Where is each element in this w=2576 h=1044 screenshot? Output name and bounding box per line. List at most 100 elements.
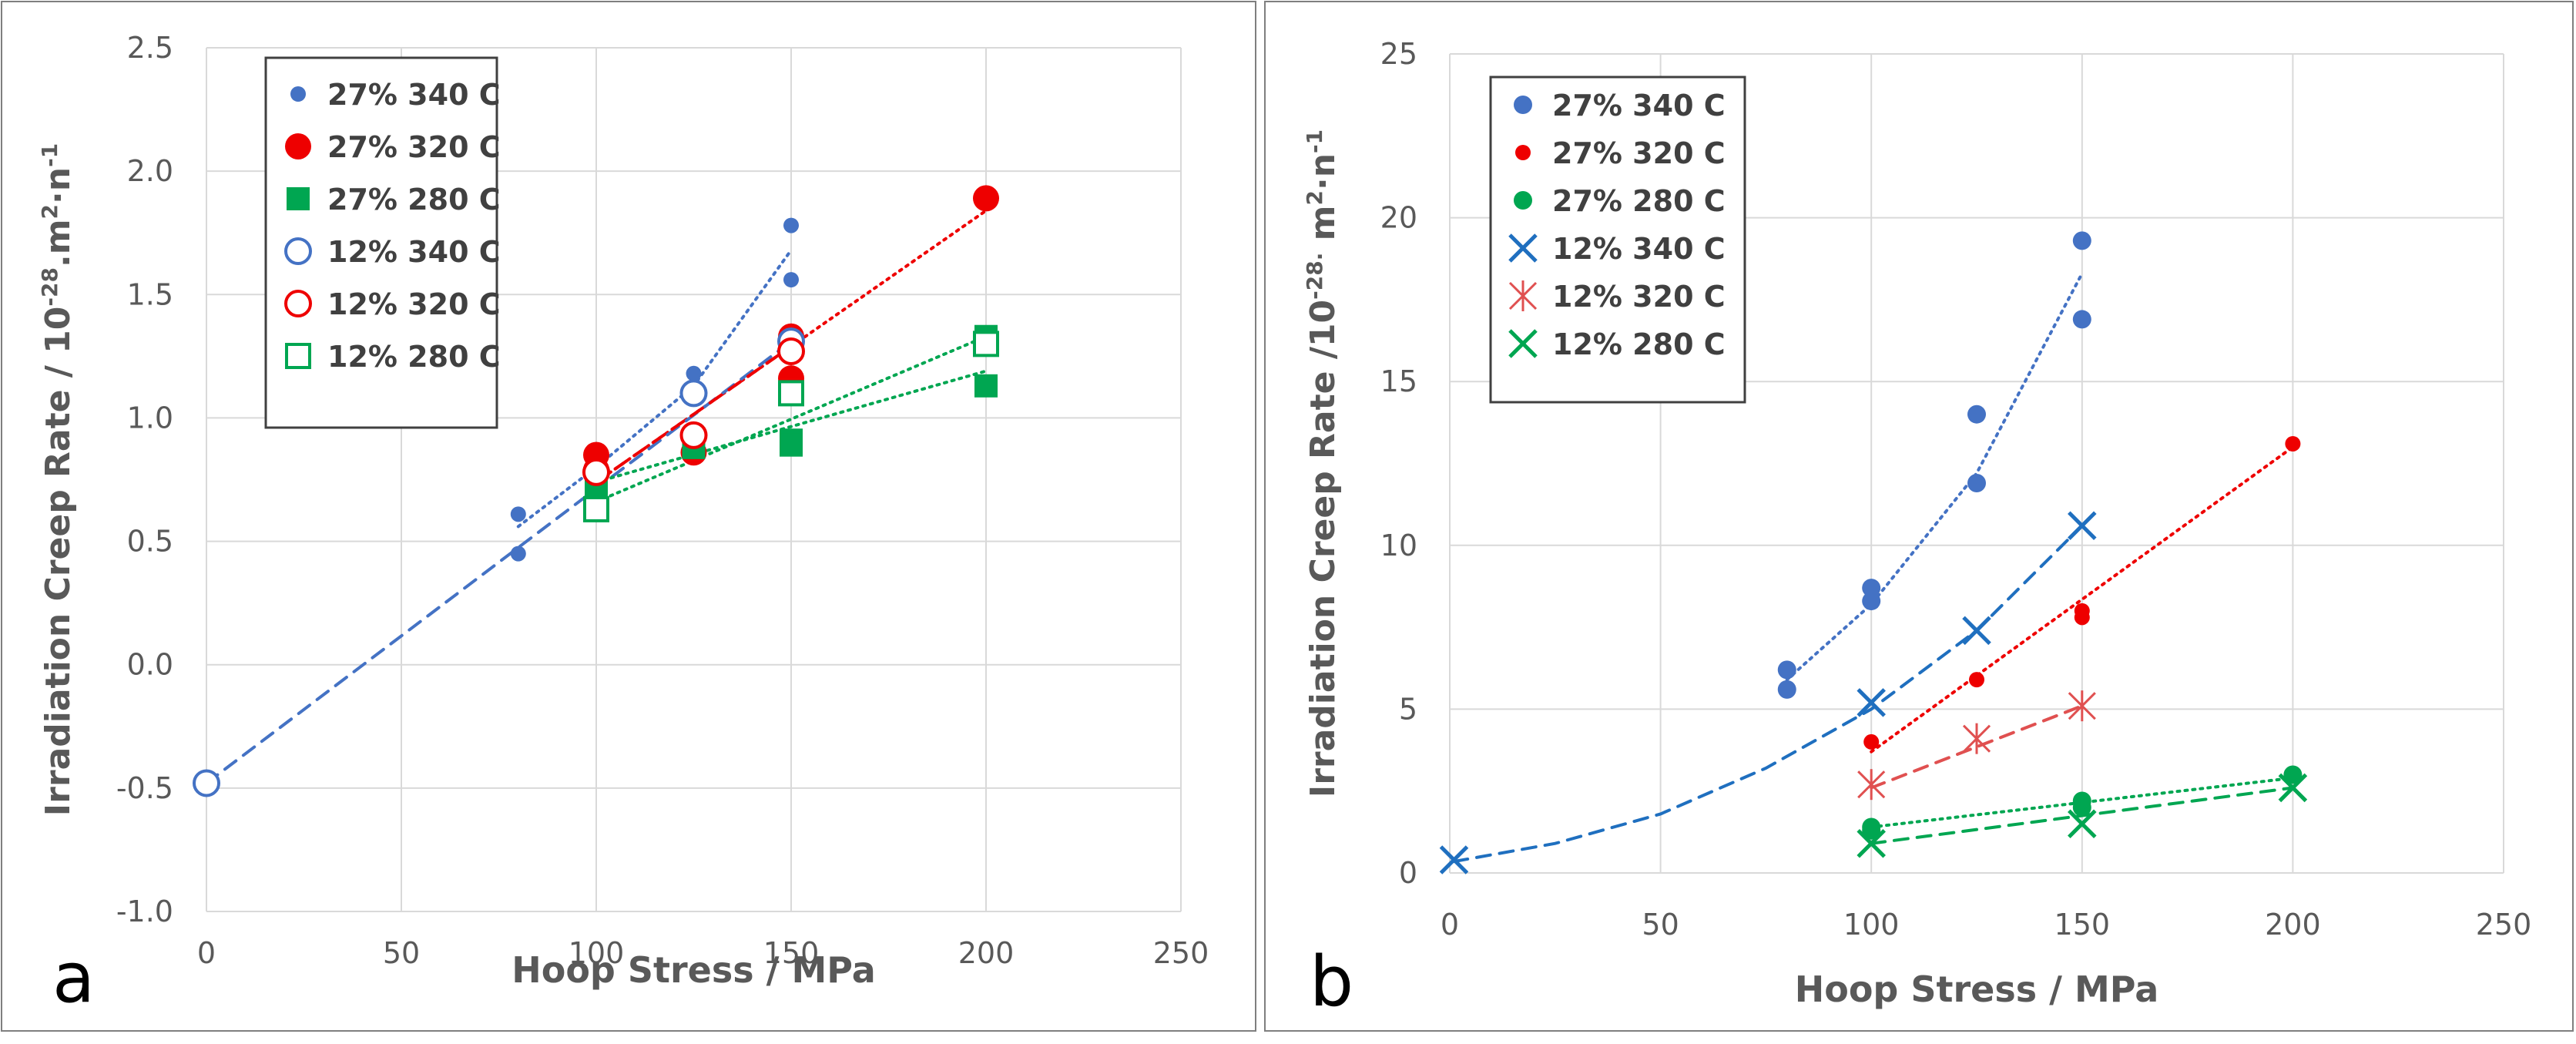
chart-b-data-points [1439, 231, 2308, 874]
chart-a-data-point [780, 433, 803, 457]
chart-a-fit-line [595, 369, 988, 484]
chart-b-data-point-stroke [1962, 616, 1991, 646]
chart-a-data-point [679, 379, 708, 408]
chart-b-data-point-stroke [1439, 845, 1469, 874]
chart-a-data-point [778, 380, 804, 407]
chart-a-fit-line [595, 334, 988, 504]
chart-b-data-point [2068, 511, 2097, 541]
chart-b-y-axis-label-part: ·n [1303, 153, 1343, 190]
chart-b-data-point [1439, 845, 1469, 874]
chart-a-tick-labels: 0 50 100 150 200 250 -1.0 -0.5 0.0 0.5 1.0 1.5 2.0 2.… [116, 31, 1209, 970]
chart-a-data-point [510, 545, 526, 562]
chart-b-legend-label: 12% 340 C [1552, 232, 1726, 266]
chart-a-ytick-label: 2.0 [127, 154, 173, 188]
chart-a-data-point [193, 769, 220, 797]
chart-a-legend-label: 12% 280 C [327, 340, 501, 374]
chart-b-svg: 0 50 100 150 200 250 0 5 10 15 20 25 Hoop Stress / M… [1264, 1, 2574, 1032]
chart-b-legend-marker [1508, 329, 1538, 358]
chart-b-data-point [2072, 310, 2091, 329]
chart-a-ytick-label: 0.0 [127, 648, 173, 682]
chart-a-y-axis-label-part: ·n [39, 167, 78, 204]
chart-a-data-point [777, 337, 805, 365]
chart-a-data-point [582, 458, 610, 486]
chart-b-data-point [2278, 773, 2308, 803]
chart-a-ytick-label: 0.5 [127, 525, 173, 559]
chart-b-legend-marker [1508, 233, 1538, 263]
chart-b-data-point [1857, 769, 1886, 801]
chart-a-y-axis-label-part: .m [39, 219, 78, 267]
chart-a-xtick-label: 150 [763, 936, 820, 970]
chart-b-frame [1264, 1, 2574, 1032]
chart-b-ytick-label: 0 [1399, 856, 1417, 890]
chart-b-data-point [1967, 474, 1986, 493]
chart-b-legend: 27% 340 C 27% 320 C 27% 280 C 12% 340 C 12% … [1489, 76, 1746, 404]
chart-a-fit-line [595, 344, 793, 484]
chart-b-ytick-label: 20 [1380, 201, 1417, 235]
chart-b-fit-line [1870, 704, 2084, 790]
chart-b-data-point [2072, 231, 2091, 250]
chart-a-xtick-label: 250 [1153, 936, 1209, 970]
chart-b-legend-label: 27% 280 C [1552, 184, 1726, 218]
chart-a-legend-marker [290, 86, 306, 102]
chart-panel-b: 0 50 100 150 200 250 0 5 10 15 20 25 Hoop Stress / M… [1263, 0, 2576, 1041]
chart-b-xtick-label: 250 [2476, 908, 2532, 942]
chart-a-legend: 27% 340 C 27% 320 C 27% 280 C 12% 340 C 12% … [264, 56, 501, 429]
chart-a-legend-marker [285, 343, 311, 369]
chart-b-data-point [2285, 435, 2301, 452]
chart-b-data-point-stroke [2278, 773, 2308, 803]
chart-b-legend-marker [1515, 145, 1531, 160]
chart-b-xtick-label: 150 [2054, 908, 2111, 942]
chart-a-svg: 0 50 100 150 200 250 -1.0 -0.5 0.0 0.5 1.0 1.5 2.0 2.… [1, 1, 1256, 1032]
chart-b-data-point [2068, 690, 2096, 722]
chart-b-data-point [1777, 680, 1796, 699]
chart-a-ytick-label: 1.0 [127, 401, 173, 435]
chart-b-legend-marker [1508, 280, 1538, 311]
chart-a-ytick-label: 2.5 [127, 31, 173, 65]
chart-a-ytick-label: 1.5 [127, 277, 173, 311]
chart-a-y-axis-label-part: Irradiation Creep Rate / 10 [39, 307, 78, 817]
chart-b-legend-marker-stroke [1508, 233, 1538, 263]
chart-b-xtick-label: 200 [2265, 908, 2321, 942]
chart-b-xtick-label: 100 [1843, 908, 1900, 942]
chart-a-x-axis-label: Hoop Stress / MPa [512, 949, 876, 991]
chart-b-ytick-label: 15 [1380, 364, 1417, 398]
chart-b-ytick-label: 25 [1380, 37, 1417, 71]
chart-b-data-point [2074, 609, 2090, 626]
chart-a-legend-label: 27% 340 C [327, 78, 501, 112]
chart-b-legend-marker-stroke [1508, 329, 1538, 358]
chart-a-legend-marker [287, 187, 310, 210]
chart-a-data-point [973, 331, 999, 358]
chart-b-ytick-label: 5 [1399, 692, 1417, 726]
chart-a-legend-marker [284, 237, 312, 265]
chart-a-data-points [193, 185, 999, 797]
chart-a-data-point [583, 495, 609, 522]
chart-b-y-axis-label-part: Irradiation Creep Rate /10 [1303, 300, 1343, 797]
chart-a-data-point [974, 374, 998, 398]
chart-a-y-axis-label: Irradiation Creep Rate / 10-28.m2·n-1 [37, 143, 79, 816]
chart-b-data-point [1777, 660, 1796, 680]
chart-b-legend-label: 27% 320 C [1552, 136, 1726, 170]
chart-a-ytick-label: -1.0 [116, 895, 173, 928]
chart-b-data-point [1863, 733, 1880, 750]
chart-a-xtick-label: 100 [569, 936, 625, 970]
chart-b-xtick-label: 50 [1642, 908, 1679, 942]
chart-a-fit-line [516, 248, 793, 529]
chart-a-xtick-label: 0 [197, 936, 216, 970]
chart-a-xtick-label: 200 [958, 936, 1015, 970]
chart-a-legend-label: 12% 320 C [327, 287, 501, 321]
chart-b-data-point-stroke [1857, 828, 1886, 858]
chart-b-y-axis-label-part: 2 [1302, 190, 1327, 205]
chart-b-panel-label: b [1310, 942, 1353, 1022]
chart-b-ytick-label: 10 [1380, 529, 1417, 562]
chart-b-tick-labels: 0 50 100 150 200 250 0 5 10 15 20 25 [1380, 37, 2532, 942]
chart-b-legend-label: 12% 320 C [1552, 280, 1726, 314]
chart-b-legend-marker [1514, 191, 1532, 210]
chart-b-fit-line [1870, 776, 2295, 829]
chart-b-data-point [1857, 688, 1886, 717]
chart-b-legend-label: 12% 280 C [1552, 327, 1726, 361]
chart-a-y-axis-label-part: 2 [37, 204, 62, 219]
chart-b-y-axis-label-part: -1 [1302, 129, 1327, 153]
chart-b-data-point [1862, 592, 1881, 611]
chart-b-fit-line [1870, 445, 2295, 754]
chart-b-data-point-stroke [2068, 809, 2097, 838]
